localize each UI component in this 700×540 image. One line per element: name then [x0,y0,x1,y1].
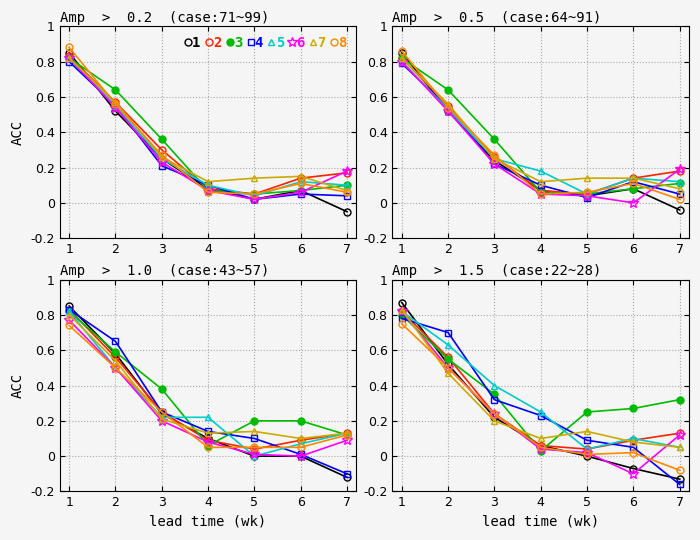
Text: Amp  >  1.5  (case:22~28): Amp > 1.5 (case:22~28) [393,265,602,279]
Y-axis label: ACC: ACC [11,373,25,398]
Legend: 1, 2, 3, 4, 5, 6, 7, 8: 1, 2, 3, 4, 5, 6, 7, 8 [185,33,349,53]
Y-axis label: ACC: ACC [11,120,25,145]
Text: Amp  >  0.5  (case:64~91): Amp > 0.5 (case:64~91) [393,11,602,25]
Text: Amp  >  0.2  (case:71~99): Amp > 0.2 (case:71~99) [60,11,270,25]
X-axis label: lead time (wk): lead time (wk) [150,515,267,529]
X-axis label: lead time (wk): lead time (wk) [482,515,599,529]
Text: Amp  >  1.0  (case:43~57): Amp > 1.0 (case:43~57) [60,265,270,279]
